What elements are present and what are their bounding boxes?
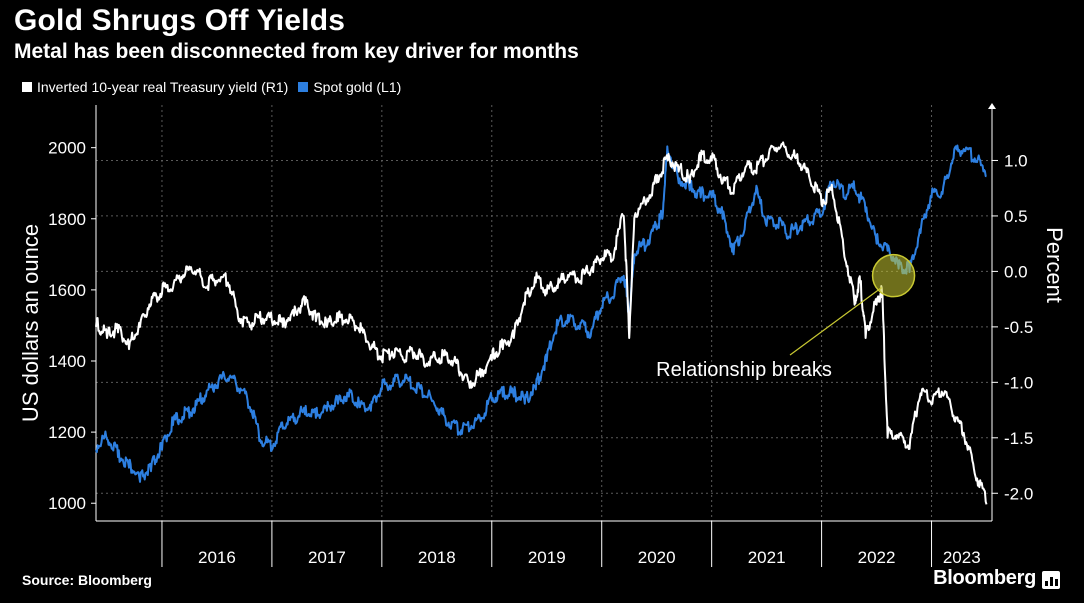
chart-subtitle: Metal has been disconnected from key dri… [14,40,579,63]
brand-logo: Bloomberg [933,567,1036,589]
right-tick-label: 0.5 [1004,207,1028,226]
chart-title: Gold Shrugs Off Yields [14,4,346,37]
x-tick-label: 2022 [858,548,896,567]
x-tick-label: 2016 [198,548,236,567]
series-line-yield [95,141,988,505]
right-tick-label: -2.0 [1004,484,1033,503]
right-axis-title: Percent [1042,227,1067,303]
left-tick-label: 1000 [48,494,86,513]
bar-chart-icon [1042,571,1060,589]
right-tick-label: -1.5 [1004,429,1033,448]
legend-label-yield: Inverted 10-year real Treasury yield (R1… [37,79,289,95]
annotation-label: Relationship breaks [656,359,832,381]
left-tick-label: 1600 [48,281,86,300]
legend-label-gold: Spot gold (L1) [313,79,402,95]
x-tick-label: 2021 [748,548,786,567]
legend-item-gold: Spot gold (L1) [298,79,401,95]
left-tick-label: 1200 [48,423,86,442]
right-tick-label: 1.0 [1004,151,1028,170]
x-tick-label: 2023 [943,548,981,567]
annotation-leader-line [789,287,882,356]
right-axis-arrow [988,103,996,109]
annotation-circle [871,253,916,298]
source-note: Source: Bloomberg [22,572,152,588]
left-axis-title: US dollars an ounce [18,224,43,422]
x-tick-label: 2020 [638,548,676,567]
x-tick-label: 2017 [308,548,346,567]
legend-swatch-yield [22,82,32,92]
x-tick-label: 2019 [528,548,566,567]
left-tick-label: 2000 [48,139,86,158]
legend: Inverted 10-year real Treasury yield (R1… [22,79,411,95]
right-tick-label: 0.0 [1004,262,1028,281]
left-tick-label: 1800 [48,210,86,229]
legend-item-yield: Inverted 10-year real Treasury yield (R1… [22,79,288,95]
right-tick-label: -0.5 [1004,318,1033,337]
right-tick-label: -1.0 [1004,373,1033,392]
left-tick-label: 1400 [48,352,86,371]
x-tick-label: 2018 [418,548,456,567]
series-line-gold [95,144,987,483]
legend-swatch-gold [298,82,309,92]
